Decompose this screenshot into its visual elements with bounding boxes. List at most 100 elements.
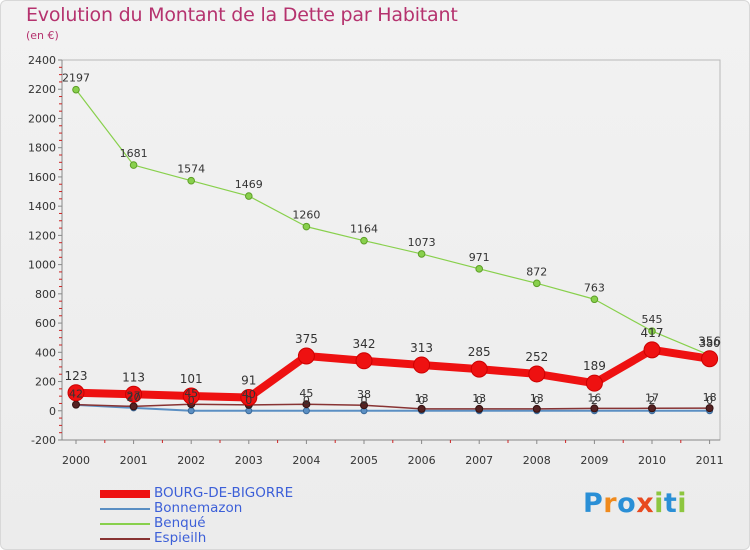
y-tick-label: 1400 [28, 200, 56, 213]
legend-label: Espieilh [154, 530, 207, 546]
series-line-bonnemazon [75, 403, 710, 412]
data-label: 18 [703, 391, 717, 404]
data-label: 2 [649, 394, 656, 407]
data-label: 285 [468, 345, 491, 359]
logo-letter: i [654, 488, 664, 519]
x-tick-label: 2001 [120, 454, 148, 467]
y-tick-label: 2000 [28, 112, 56, 125]
y-tick-label: 200 [35, 376, 56, 389]
data-point [302, 400, 311, 409]
y-tick-label: 1200 [28, 229, 56, 242]
logo-letter: x [636, 488, 655, 519]
data-label: 20 [127, 391, 141, 404]
data-label: 356 [698, 335, 721, 349]
data-point [590, 295, 599, 304]
data-label: 13 [530, 392, 544, 405]
data-point [705, 404, 714, 413]
data-label: 38 [357, 388, 371, 401]
series-line-benqu- [75, 89, 710, 356]
plot-area [61, 59, 721, 441]
y-tick-label: 0 [49, 405, 56, 418]
logo-letter: t [663, 488, 678, 519]
data-label: 763 [584, 281, 605, 294]
data-point [355, 352, 373, 370]
data-label: 375 [295, 332, 318, 346]
data-point [302, 407, 310, 415]
x-tick-label: 2010 [638, 454, 666, 467]
data-point [475, 265, 484, 273]
legend-label: BOURG-DE-BIGORRE [154, 485, 294, 501]
data-label: 40 [242, 388, 256, 401]
x-tick-label: 2000 [62, 454, 90, 467]
data-point [245, 192, 253, 200]
chart-title: Evolution du Montant de la Dette par Hab… [26, 4, 458, 26]
data-label: 872 [526, 265, 547, 278]
logo-letter: r [603, 488, 618, 519]
x-tick-label: 2009 [580, 454, 608, 467]
data-label: 2197 [62, 72, 90, 85]
data-label: 380 [699, 337, 720, 350]
series-line-espieilh [75, 403, 710, 410]
data-label: 91 [241, 373, 256, 387]
data-point [585, 374, 603, 392]
data-point [643, 341, 661, 359]
logo-letter: P [583, 488, 604, 519]
data-point [417, 404, 426, 413]
logo-letter: o [617, 488, 637, 519]
y-tick-label: 2400 [28, 54, 56, 67]
y-tick-label: 1600 [28, 171, 56, 184]
data-label: 0 [418, 394, 425, 407]
x-tick-label: 2006 [408, 454, 436, 467]
data-point [67, 384, 85, 402]
data-point [470, 360, 488, 378]
data-label: 16 [587, 391, 601, 404]
data-point [297, 347, 315, 365]
legend-swatch [100, 490, 150, 498]
data-point [129, 161, 138, 169]
legend-swatch [100, 538, 150, 540]
data-label: 971 [469, 251, 490, 264]
data-point [125, 385, 143, 403]
data-label: 313 [410, 341, 433, 355]
data-label: 1681 [120, 147, 148, 160]
y-tick-label: 1000 [28, 259, 56, 272]
data-label: 342 [353, 337, 376, 351]
legend-swatch [100, 508, 150, 510]
data-label: 417 [641, 326, 664, 340]
data-label: 27 [127, 389, 141, 402]
x-tick-label: 2002 [177, 454, 205, 467]
y-tick-label: 800 [35, 288, 56, 301]
data-point [413, 356, 431, 374]
data-point [532, 404, 541, 413]
data-label: 0 [188, 394, 195, 407]
data-point [648, 327, 656, 335]
data-point [475, 404, 484, 413]
x-tick-label: 2005 [350, 454, 378, 467]
data-point [302, 222, 311, 231]
data-point [590, 404, 599, 413]
proxiti-logo: Proxiti [583, 488, 687, 519]
logo-letter: i [677, 488, 688, 519]
data-label: 1260 [292, 209, 320, 222]
data-label: 45 [299, 387, 313, 400]
data-label: 189 [583, 359, 606, 373]
data-label: 0 [706, 394, 713, 407]
data-point [129, 402, 138, 411]
legend-label: Bonnemazon [154, 500, 243, 516]
data-label: 2 [591, 394, 598, 407]
data-point [533, 279, 541, 288]
data-point [648, 404, 656, 413]
data-label: 101 [180, 372, 203, 386]
data-label: 545 [642, 313, 663, 326]
data-point [182, 387, 200, 405]
data-point [72, 400, 80, 409]
data-point [417, 250, 426, 258]
data-label: 0 [476, 394, 483, 407]
data-label: 13 [415, 392, 429, 405]
y-tick-label: 600 [35, 317, 56, 330]
legend-label: Benqué [154, 515, 206, 531]
data-label: 0 [533, 394, 540, 407]
data-label: 0 [245, 394, 252, 407]
